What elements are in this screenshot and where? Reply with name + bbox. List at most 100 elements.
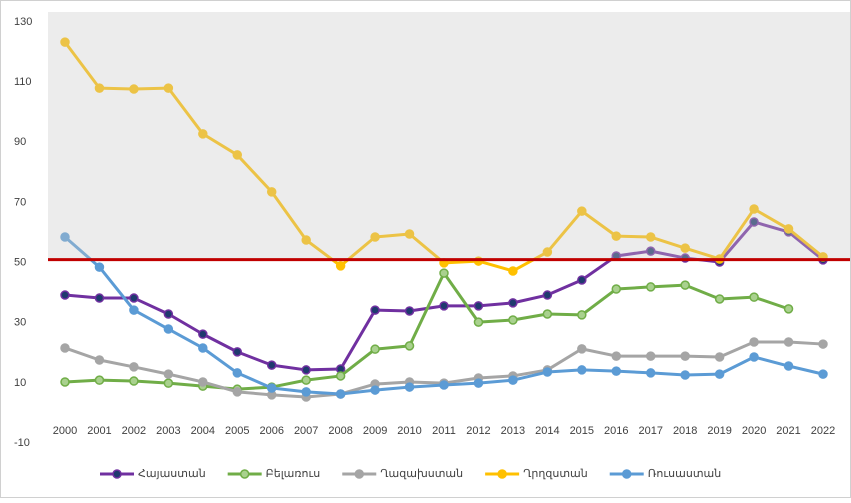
data-point bbox=[94, 293, 105, 303]
data-point bbox=[508, 298, 518, 308]
data-point bbox=[370, 344, 380, 354]
data-point bbox=[232, 347, 243, 357]
data-point bbox=[818, 339, 828, 349]
legend-marker bbox=[239, 469, 250, 479]
data-point bbox=[645, 246, 656, 256]
data-point bbox=[60, 232, 70, 242]
data-point bbox=[266, 187, 277, 197]
data-point bbox=[783, 337, 794, 347]
x-tick-label: 2018 bbox=[673, 425, 697, 437]
y-tick-label: 110 bbox=[14, 76, 32, 88]
data-point bbox=[301, 365, 311, 375]
data-point bbox=[577, 365, 587, 375]
data-point bbox=[611, 366, 622, 376]
data-point bbox=[198, 129, 208, 139]
data-point bbox=[232, 150, 243, 160]
x-tick-label: 2009 bbox=[363, 425, 387, 437]
data-point bbox=[335, 371, 346, 381]
legend-marker bbox=[621, 469, 632, 479]
data-point bbox=[232, 387, 243, 397]
data-point bbox=[301, 235, 311, 245]
data-point bbox=[404, 382, 415, 392]
data-point bbox=[266, 360, 277, 370]
x-tick-label: 2000 bbox=[53, 425, 77, 437]
data-point bbox=[645, 368, 656, 378]
legend-label: Հայաստան bbox=[138, 468, 206, 480]
y-tick-label: 30 bbox=[14, 317, 26, 329]
legend-label: Ղրղզստան bbox=[523, 468, 588, 480]
upper-zone-shade bbox=[48, 12, 850, 260]
data-point bbox=[439, 268, 449, 278]
x-tick-label: 2004 bbox=[191, 425, 215, 437]
data-point bbox=[749, 204, 759, 214]
x-tick-label: 2011 bbox=[432, 425, 456, 437]
x-tick-label: 2020 bbox=[742, 425, 766, 437]
data-point bbox=[198, 329, 208, 339]
data-point bbox=[577, 206, 587, 216]
data-point bbox=[163, 309, 174, 319]
data-point bbox=[404, 306, 415, 316]
data-point bbox=[60, 377, 70, 387]
x-tick-label: 2007 bbox=[294, 425, 318, 437]
data-point bbox=[680, 351, 690, 361]
data-point bbox=[60, 290, 70, 300]
x-tick-label: 2005 bbox=[225, 425, 249, 437]
data-point bbox=[577, 310, 587, 320]
x-tick-label: 2021 bbox=[776, 425, 800, 437]
data-point bbox=[542, 247, 553, 257]
data-point bbox=[370, 232, 380, 242]
data-point bbox=[645, 282, 656, 292]
legend-marker bbox=[112, 469, 122, 479]
y-tick-label: 50 bbox=[14, 256, 26, 268]
data-point bbox=[542, 309, 553, 319]
data-point bbox=[611, 284, 622, 294]
data-point bbox=[404, 229, 415, 239]
data-point bbox=[645, 232, 656, 242]
x-tick-label: 2014 bbox=[535, 425, 559, 437]
y-tick-label: 10 bbox=[14, 377, 26, 389]
data-point bbox=[129, 362, 139, 372]
data-point bbox=[680, 370, 690, 380]
x-tick-label: 2003 bbox=[156, 425, 180, 437]
data-point bbox=[645, 351, 656, 361]
data-point bbox=[714, 352, 725, 362]
data-point bbox=[129, 305, 139, 315]
x-tick-label: 2015 bbox=[570, 425, 594, 437]
data-point bbox=[163, 83, 174, 93]
x-tick-label: 2017 bbox=[638, 425, 662, 437]
x-tick-label: 2013 bbox=[501, 425, 525, 437]
data-point bbox=[542, 290, 553, 300]
data-point bbox=[680, 243, 690, 253]
data-point bbox=[473, 378, 484, 388]
data-point bbox=[335, 389, 346, 399]
data-point bbox=[577, 275, 587, 285]
data-point bbox=[232, 368, 243, 378]
data-point bbox=[129, 376, 139, 386]
data-point bbox=[749, 337, 759, 347]
data-point bbox=[783, 304, 794, 314]
x-tick-label: 2010 bbox=[397, 425, 421, 437]
data-point bbox=[542, 367, 553, 377]
data-point bbox=[60, 343, 70, 353]
legend-label: Ղազախստան bbox=[380, 468, 463, 480]
x-tick-label: 2022 bbox=[811, 425, 835, 437]
series-line bbox=[64, 271, 790, 391]
data-point bbox=[473, 317, 484, 327]
legend-marker bbox=[354, 469, 365, 479]
y-tick-label: 130 bbox=[14, 16, 32, 28]
legend-marker bbox=[497, 469, 507, 479]
data-point bbox=[94, 375, 105, 385]
data-point bbox=[129, 84, 139, 94]
data-point bbox=[301, 375, 311, 385]
data-point bbox=[680, 280, 690, 290]
y-tick-label: 70 bbox=[14, 196, 26, 208]
data-point bbox=[508, 315, 518, 325]
data-point bbox=[163, 324, 174, 334]
data-point bbox=[439, 380, 449, 390]
data-point bbox=[94, 262, 105, 272]
data-point bbox=[508, 375, 518, 385]
data-point bbox=[749, 217, 759, 227]
data-point bbox=[439, 301, 449, 311]
data-point bbox=[266, 383, 277, 393]
